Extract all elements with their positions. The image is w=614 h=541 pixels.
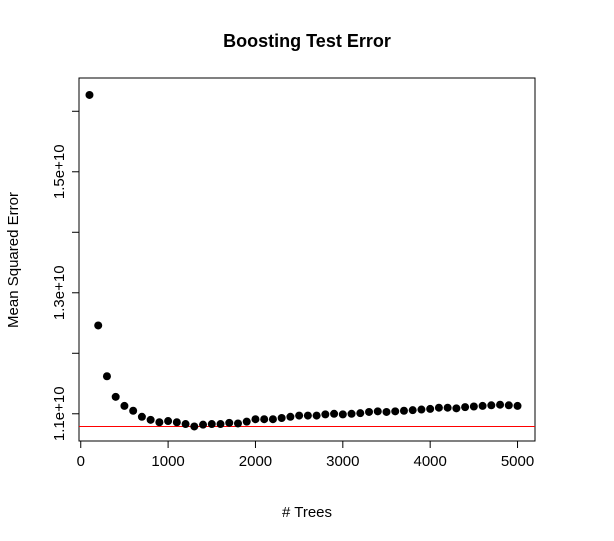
data-point (338, 410, 347, 419)
data-point (94, 321, 103, 330)
data-points (85, 90, 522, 431)
data-point (199, 420, 208, 429)
data-point (321, 410, 330, 419)
data-point (399, 406, 408, 415)
data-point (365, 407, 374, 416)
data-point (452, 404, 461, 413)
data-point (242, 417, 251, 426)
y-axis-label: Mean Squared Error (5, 192, 22, 328)
data-point (487, 401, 496, 410)
data-point (408, 406, 417, 415)
data-point (434, 403, 443, 412)
data-point (102, 372, 111, 381)
data-point (260, 415, 269, 424)
plot-frame (78, 77, 536, 442)
y-tick-label: 1.5e+10 (51, 144, 68, 199)
data-point (155, 418, 164, 427)
x-tick-label: 4000 (413, 453, 446, 470)
data-point (233, 419, 242, 428)
data-point (303, 411, 312, 420)
y-tick-label: 1.1e+10 (51, 386, 68, 441)
data-point (111, 392, 120, 401)
y-tick-label: 1.3e+10 (51, 265, 68, 320)
data-point (181, 420, 190, 429)
data-point (268, 415, 277, 424)
data-point (120, 401, 129, 410)
data-point (461, 403, 470, 412)
data-point (312, 411, 321, 420)
y-axis: 1.1e+10 1.3e+10 1.5e+10 (51, 110, 80, 441)
data-point (129, 406, 138, 415)
data-point (504, 401, 513, 410)
x-tick-label: 1000 (151, 453, 184, 470)
data-point (513, 401, 522, 410)
data-point (146, 415, 155, 424)
data-point (286, 412, 295, 421)
data-point (216, 420, 225, 429)
data-point (443, 403, 452, 412)
x-tick-label: 2000 (239, 453, 272, 470)
data-point (496, 400, 505, 409)
data-point (172, 418, 181, 427)
data-point (295, 411, 304, 420)
x-tick-label: 3000 (326, 453, 359, 470)
data-point (190, 422, 199, 431)
data-point (225, 418, 234, 427)
data-point (207, 420, 216, 429)
data-point (330, 409, 339, 418)
data-point (251, 415, 260, 424)
data-point (347, 409, 356, 418)
data-point (417, 405, 426, 414)
data-point (426, 404, 435, 413)
data-point (469, 402, 478, 411)
data-point (356, 409, 365, 418)
chart-title: Boosting Test Error (223, 31, 391, 51)
x-tick-label: 5000 (501, 453, 534, 470)
data-point (277, 414, 286, 423)
x-axis: 0 1000 2000 3000 4000 5000 (77, 440, 534, 470)
data-point (85, 90, 94, 99)
x-tick-label: 0 (77, 453, 85, 470)
data-point (373, 407, 382, 416)
data-point (164, 417, 173, 426)
data-point (382, 407, 391, 416)
data-point (137, 412, 146, 421)
data-point (391, 407, 400, 416)
data-point (478, 401, 487, 410)
x-axis-label: # Trees (282, 504, 332, 521)
